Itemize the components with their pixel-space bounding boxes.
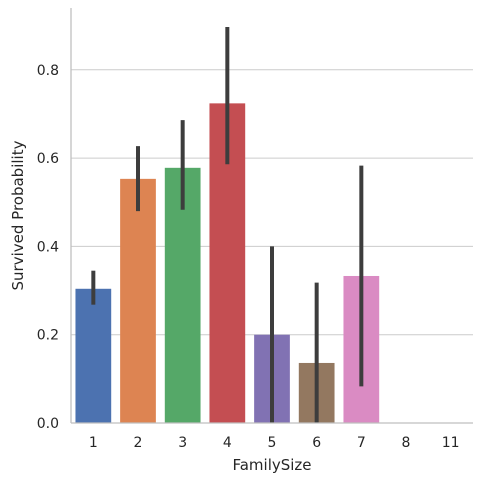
x-ticks: 1 2 3 4 5 6 7 8 11 — [89, 435, 460, 451]
x-tick-label: 5 — [268, 435, 277, 451]
y-tick-label: 0.6 — [37, 151, 59, 167]
x-tick-label: 11 — [442, 435, 460, 451]
bars — [75, 103, 380, 424]
y-tick-label: 0.0 — [37, 416, 59, 432]
y-axis-title: Survived Probability — [9, 140, 27, 290]
y-tick-label: 0.8 — [37, 63, 59, 79]
x-tick-label: 4 — [223, 435, 232, 451]
x-tick-label: 6 — [312, 435, 321, 451]
x-tick-label: 2 — [134, 435, 143, 451]
axes — [70, 8, 473, 424]
x-axis-title: FamilySize — [232, 456, 311, 474]
bar — [120, 178, 156, 423]
x-tick-label: 8 — [402, 435, 411, 451]
x-tick-label: 3 — [178, 435, 187, 451]
bar — [75, 288, 112, 423]
bar — [164, 167, 201, 423]
x-tick-label: 1 — [89, 435, 98, 451]
y-tick-label: 0.4 — [37, 239, 59, 255]
error-bars — [91, 26, 364, 423]
y-ticks: 0.0 0.2 0.4 0.6 0.8 — [37, 63, 59, 432]
y-tick-label: 0.2 — [37, 328, 59, 344]
x-tick-label: 7 — [357, 435, 366, 451]
